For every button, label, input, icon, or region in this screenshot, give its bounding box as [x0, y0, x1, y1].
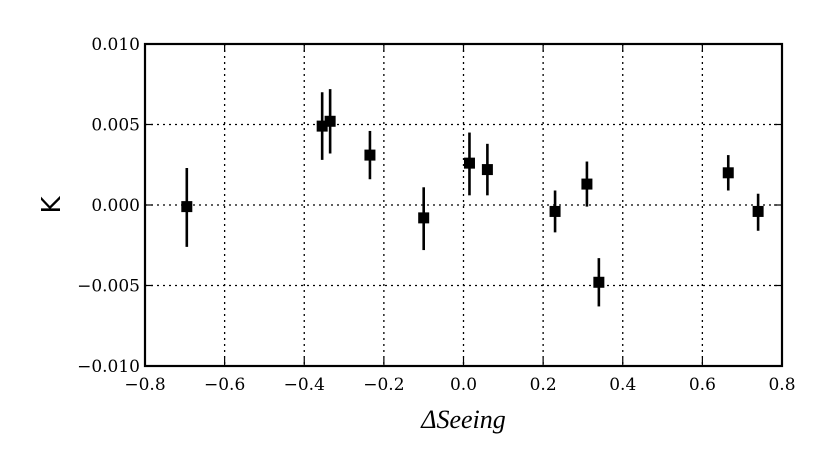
- x-tick-label: 0.8: [768, 375, 795, 395]
- x-tick-label: 0.0: [450, 375, 477, 395]
- data-point: [722, 167, 734, 179]
- x-tick-labels: −0.8 −0.6 −0.4 −0.2 0.0 0.2 0.4 0.6 0.8: [124, 375, 795, 395]
- x-tick-label: 0.2: [530, 375, 557, 395]
- grid-lines: [144, 43, 783, 367]
- y-axis-label: K: [37, 196, 67, 214]
- data-markers: [181, 115, 764, 288]
- x-tick-label: 0.4: [609, 375, 636, 395]
- data-point: [364, 149, 376, 161]
- data-point: [549, 205, 561, 217]
- x-tick-label: −0.8: [124, 375, 165, 395]
- y-tick-label: 0.005: [91, 116, 140, 136]
- x-tick-label: −0.2: [363, 375, 404, 395]
- data-point: [581, 178, 593, 190]
- y-tick-label: −0.010: [77, 357, 140, 377]
- x-axis-label: ΔSeeing: [420, 405, 506, 434]
- y-tick-label: 0.010: [91, 35, 140, 55]
- data-point: [463, 157, 475, 169]
- error-bars: [185, 89, 760, 307]
- data-point: [418, 212, 430, 224]
- x-tick-label: −0.4: [284, 375, 325, 395]
- y-tick-label: 0.000: [91, 196, 140, 216]
- data-point: [752, 205, 764, 217]
- x-tick-label: −0.6: [204, 375, 245, 395]
- data-point: [181, 201, 193, 213]
- y-tick-label: −0.005: [77, 277, 140, 297]
- data-point: [324, 115, 336, 127]
- data-point: [481, 164, 493, 176]
- y-tick-labels: −0.010 −0.005 0.000 0.005 0.010: [77, 35, 140, 377]
- data-point: [593, 276, 605, 288]
- tick-marks: [144, 43, 783, 367]
- x-tick-label: 0.6: [689, 375, 716, 395]
- data-point: [316, 120, 328, 132]
